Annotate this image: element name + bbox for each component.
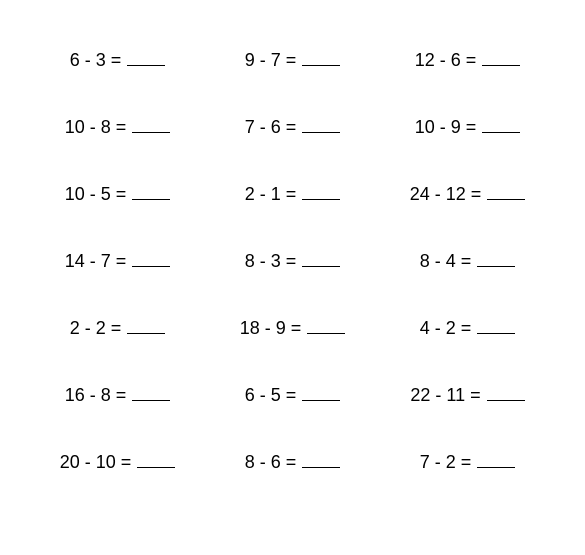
problem-expression: 24 - 12 = [410, 184, 482, 205]
answer-blank[interactable] [482, 52, 520, 66]
problem-14: 4 - 2 = [385, 318, 550, 339]
answer-blank[interactable] [127, 52, 165, 66]
problem-expression: 20 - 10 = [60, 452, 132, 473]
answer-blank[interactable] [302, 387, 340, 401]
problem-12: 2 - 2 = [35, 318, 200, 339]
problem-20: 7 - 2 = [385, 452, 550, 473]
problem-expression: 10 - 8 = [65, 117, 127, 138]
problem-expression: 8 - 3 = [245, 251, 297, 272]
problem-expression: 7 - 6 = [245, 117, 297, 138]
answer-blank[interactable] [302, 52, 340, 66]
answer-blank[interactable] [482, 119, 520, 133]
answer-blank[interactable] [132, 253, 170, 267]
problem-10: 8 - 3 = [210, 251, 375, 272]
problem-expression: 22 - 11 = [410, 385, 480, 406]
problem-0: 6 - 3 = [35, 50, 200, 71]
problem-3: 10 - 8 = [35, 117, 200, 138]
problem-5: 10 - 9 = [385, 117, 550, 138]
answer-blank[interactable] [487, 186, 525, 200]
answer-blank[interactable] [132, 387, 170, 401]
problem-expression: 8 - 6 = [245, 452, 297, 473]
answer-blank[interactable] [132, 186, 170, 200]
answer-blank[interactable] [477, 253, 515, 267]
problem-expression: 14 - 7 = [65, 251, 127, 272]
problem-expression: 2 - 2 = [70, 318, 122, 339]
problem-2: 12 - 6 = [385, 50, 550, 71]
problem-8: 24 - 12 = [385, 184, 550, 205]
problem-expression: 9 - 7 = [245, 50, 297, 71]
answer-blank[interactable] [302, 454, 340, 468]
problem-expression: 10 - 5 = [65, 184, 127, 205]
problem-16: 6 - 5 = [210, 385, 375, 406]
answer-blank[interactable] [477, 320, 515, 334]
problem-19: 8 - 6 = [210, 452, 375, 473]
problem-17: 22 - 11 = [385, 385, 550, 406]
answer-blank[interactable] [307, 320, 345, 334]
subtraction-worksheet: 6 - 3 = 9 - 7 = 12 - 6 = 10 - 8 = 7 - 6 = 10 … [35, 50, 550, 473]
problem-18: 20 - 10 = [35, 452, 200, 473]
answer-blank[interactable] [127, 320, 165, 334]
problem-expression: 6 - 3 = [70, 50, 122, 71]
problem-1: 9 - 7 = [210, 50, 375, 71]
problem-9: 14 - 7 = [35, 251, 200, 272]
answer-blank[interactable] [137, 454, 175, 468]
problem-expression: 6 - 5 = [245, 385, 297, 406]
answer-blank[interactable] [302, 253, 340, 267]
problem-expression: 12 - 6 = [415, 50, 477, 71]
problem-13: 18 - 9 = [210, 318, 375, 339]
answer-blank[interactable] [477, 454, 515, 468]
problem-expression: 16 - 8 = [65, 385, 127, 406]
problem-15: 16 - 8 = [35, 385, 200, 406]
problem-7: 2 - 1 = [210, 184, 375, 205]
problem-4: 7 - 6 = [210, 117, 375, 138]
problem-expression: 8 - 4 = [420, 251, 472, 272]
answer-blank[interactable] [302, 186, 340, 200]
answer-blank[interactable] [487, 387, 525, 401]
problem-expression: 7 - 2 = [420, 452, 472, 473]
problem-expression: 10 - 9 = [415, 117, 477, 138]
answer-blank[interactable] [132, 119, 170, 133]
problem-expression: 18 - 9 = [240, 318, 302, 339]
problem-6: 10 - 5 = [35, 184, 200, 205]
problem-expression: 4 - 2 = [420, 318, 472, 339]
problem-11: 8 - 4 = [385, 251, 550, 272]
problem-expression: 2 - 1 = [245, 184, 297, 205]
answer-blank[interactable] [302, 119, 340, 133]
